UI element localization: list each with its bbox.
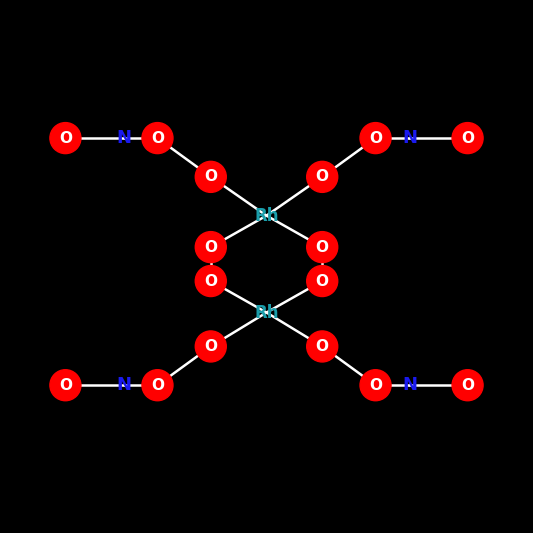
Text: O: O <box>204 339 217 354</box>
Circle shape <box>195 232 227 263</box>
Circle shape <box>195 265 227 296</box>
Circle shape <box>195 161 227 192</box>
Circle shape <box>142 123 173 154</box>
Text: O: O <box>316 339 329 354</box>
Text: O: O <box>316 240 329 255</box>
Text: O: O <box>369 378 382 393</box>
Circle shape <box>50 370 81 401</box>
Text: N: N <box>402 129 417 147</box>
Text: N: N <box>402 376 417 394</box>
Text: O: O <box>151 378 164 393</box>
Circle shape <box>142 370 173 401</box>
Text: O: O <box>204 169 217 184</box>
Text: O: O <box>461 131 474 146</box>
Text: O: O <box>204 273 217 288</box>
Text: O: O <box>204 240 217 255</box>
Circle shape <box>306 232 338 263</box>
Circle shape <box>50 123 81 154</box>
Text: O: O <box>151 131 164 146</box>
Text: N: N <box>116 376 131 394</box>
Text: Rh: Rh <box>254 207 279 224</box>
Circle shape <box>452 123 483 154</box>
Text: O: O <box>59 378 72 393</box>
Text: Rh: Rh <box>254 303 279 321</box>
Circle shape <box>452 370 483 401</box>
Circle shape <box>306 161 338 192</box>
Circle shape <box>360 123 391 154</box>
Circle shape <box>360 370 391 401</box>
Text: O: O <box>316 169 329 184</box>
Text: O: O <box>59 131 72 146</box>
Text: O: O <box>316 273 329 288</box>
Circle shape <box>306 265 338 296</box>
Text: O: O <box>369 131 382 146</box>
Text: N: N <box>116 129 131 147</box>
Circle shape <box>306 331 338 362</box>
Text: O: O <box>461 378 474 393</box>
Circle shape <box>195 331 227 362</box>
